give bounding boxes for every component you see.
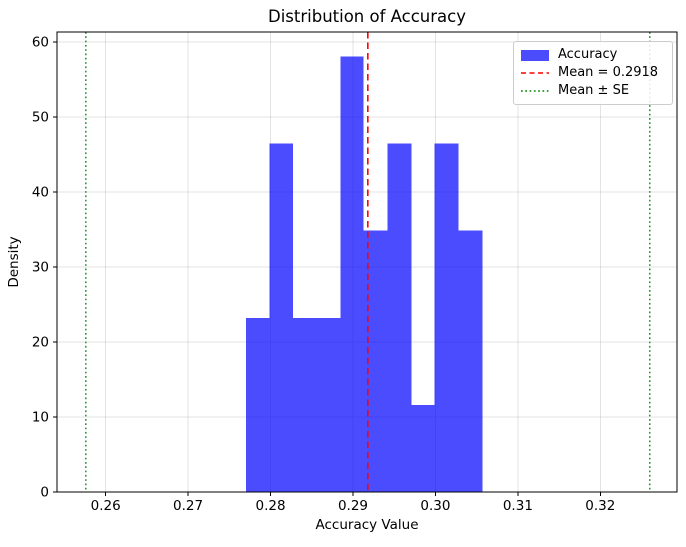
legend-item: Accuracy [521, 46, 664, 64]
x-tick-label: 0.30 [420, 498, 450, 514]
y-tick-label: 20 [32, 335, 49, 351]
legend-item: Mean = 0.2918 [521, 64, 664, 82]
legend-swatch-patch [521, 49, 549, 61]
chart-title: Distribution of Accuracy [268, 7, 466, 26]
histogram-bar [269, 143, 293, 493]
histogram-bar [458, 230, 483, 492]
y-tick-label: 60 [32, 35, 49, 51]
y-tick-label: 30 [32, 260, 49, 276]
legend-swatch-dashed-line [521, 72, 549, 74]
histogram-bar [387, 143, 412, 493]
x-tick-label: 0.31 [503, 498, 533, 514]
x-tick-label: 0.32 [585, 498, 615, 514]
histogram-bar [292, 318, 317, 492]
x-axis-label: Accuracy Value [315, 517, 419, 533]
histogram-bar [411, 405, 435, 492]
legend: Accuracy Mean = 0.2918 Mean ± SE [513, 41, 673, 105]
legend-item-label: Mean = 0.2918 [558, 65, 659, 80]
x-tick-label: 0.27 [173, 498, 203, 514]
y-tick-label: 0 [40, 485, 49, 501]
y-tick-label: 40 [32, 185, 49, 201]
y-tick-label: 10 [32, 410, 49, 426]
x-tick-label: 0.28 [256, 498, 286, 514]
legend-item-label: Mean ± SE [558, 83, 630, 98]
histogram-bar [434, 143, 459, 493]
histogram-bar [316, 318, 341, 492]
legend-item: Mean ± SE [521, 82, 664, 100]
histogram-bar [245, 318, 270, 492]
legend-swatch-dotted-line [521, 90, 549, 92]
legend-item-label: Accuracy [558, 47, 618, 62]
histogram-bar [340, 56, 364, 492]
x-tick-label: 0.26 [91, 498, 121, 514]
x-tick-label: 0.29 [338, 498, 368, 514]
y-tick-label: 50 [32, 110, 49, 126]
histogram-bar [363, 230, 388, 492]
plot-spines [56, 31, 678, 493]
